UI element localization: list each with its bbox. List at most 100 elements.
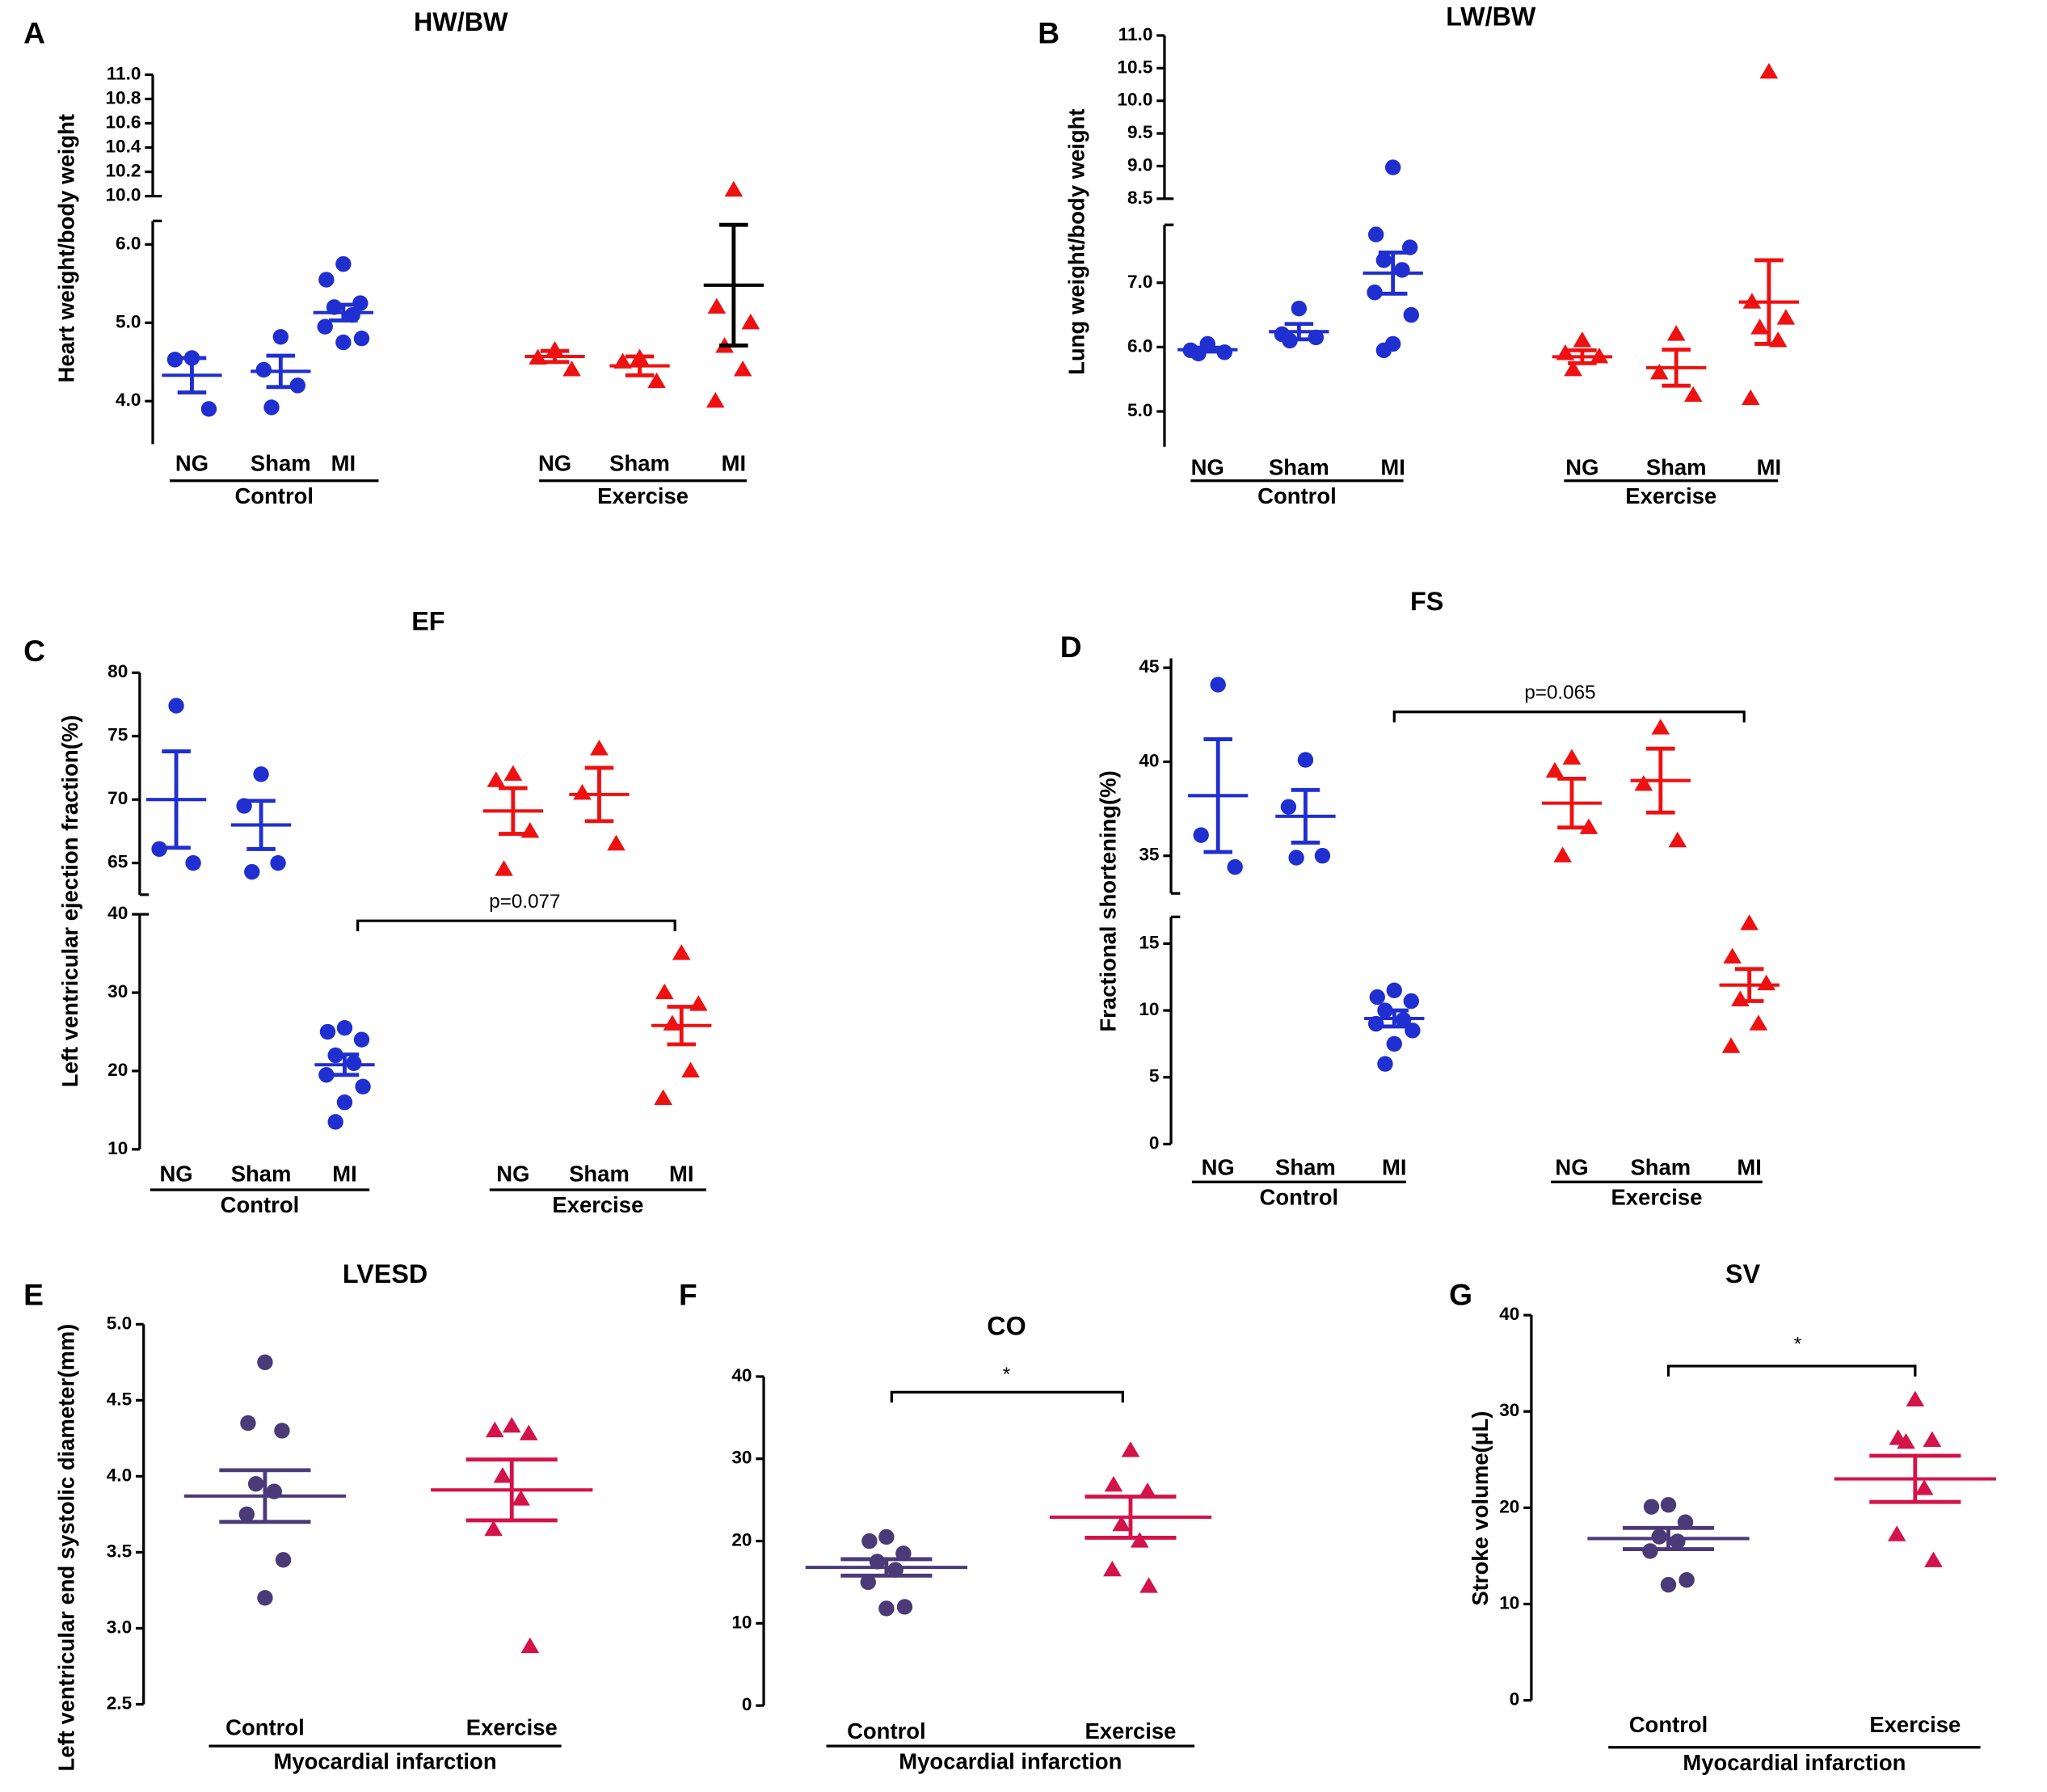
group-label: Sham [251,451,311,476]
data-point [647,372,666,389]
supergroup-label: Control [234,483,314,508]
data-point [1280,799,1297,815]
y-tick-label: 8.5 [1127,188,1152,208]
chart-title: FS [1410,587,1443,616]
error-bar [625,354,655,377]
data-point [275,1552,292,1568]
data-point [1367,226,1384,242]
chart-title: SV [1725,1259,1761,1288]
group-label: NG [175,451,208,476]
y-tick-label: 3.0 [107,1617,132,1637]
group-label: Sham [1269,455,1329,480]
data-point [1139,1577,1158,1593]
data-point [1104,1476,1123,1492]
annotation: * [1794,1334,1802,1356]
data-point [1375,342,1392,359]
data-point [663,1014,682,1031]
y-axis-label: Fractional shortening(%) [1095,770,1120,1031]
data-point [1573,331,1592,348]
group-label: Sham [569,1161,630,1186]
error-bar [219,1468,311,1524]
data-point [1649,363,1669,380]
data-point [327,1114,343,1130]
y-tick-label: 20 [107,1060,128,1080]
data-point [1403,306,1419,323]
y-tick-label: 70 [107,788,128,808]
error-bar [540,348,570,365]
data-point [1227,859,1243,875]
group-label: MI [1757,455,1782,480]
data-point [878,1600,895,1617]
data-point [519,1424,538,1440]
data-point [1683,386,1703,403]
error-bar [246,799,276,851]
data-point [336,1094,353,1111]
y-tick-label: 10.8 [105,87,141,108]
y-tick-label: 10.0 [105,185,141,205]
y-tick-label: 4.0 [116,390,141,410]
data-point [166,352,183,368]
supergroup-label: Myocardial infarction [1683,1750,1906,1775]
data-point [168,698,184,714]
data-point [1138,1482,1157,1499]
y-tick-label: 10 [1499,1592,1519,1613]
data-point [274,1423,290,1439]
y-axis-label: Lung weight/body weight [1064,108,1089,374]
data-point [1666,325,1686,341]
error-bar [1622,1525,1715,1551]
data-point [1914,1479,1934,1495]
panel-letter: E [23,1277,44,1311]
error-bar [1646,746,1675,815]
error-bar [1869,1453,1961,1504]
y-tick-label: 10.4 [105,137,141,157]
y-tick-label: 2.5 [107,1693,132,1713]
y-tick-label: 11.0 [107,63,141,83]
data-point [200,401,217,417]
error-bar [1085,1495,1177,1540]
data-point [896,1599,913,1615]
y-tick-label: 30 [731,1448,752,1468]
data-point [1545,761,1565,778]
panel-letter: F [679,1277,697,1311]
y-tick-label: 20 [1499,1496,1519,1516]
data-point [1651,719,1670,735]
y-tick-label: 0 [1510,1689,1520,1710]
data-point [860,1574,876,1591]
data-point [681,1061,700,1078]
data-point [520,1637,540,1654]
group-label: Sham [231,1161,292,1186]
supergroup-label: Control [1260,1185,1339,1210]
data-point [335,255,352,272]
group-label: NG [496,1161,529,1186]
group-label: Sham [1630,1154,1691,1179]
data-point [185,854,201,871]
data-point [1731,990,1750,1006]
annotation: p=0.077 [489,891,560,913]
data-point [1579,818,1598,834]
data-point [1553,846,1572,862]
annotation: p=0.065 [1524,682,1595,704]
group-label: NG [538,451,571,476]
data-point [1112,1515,1131,1532]
data-point [1291,300,1308,317]
data-point [573,784,592,800]
data-point [1906,1390,1925,1406]
y-tick-label: 40 [1499,1304,1519,1324]
data-point [244,863,260,880]
y-tick-label: 10 [107,1138,128,1158]
error-bar [840,1557,933,1578]
data-point [1564,360,1582,377]
group-label: MI [1380,455,1405,480]
group-label: NG [159,1161,192,1186]
error-bar [719,222,748,348]
y-tick-label: 4.0 [107,1465,132,1485]
data-point [240,1415,256,1431]
data-point [272,329,289,345]
data-point [607,834,625,851]
data-point [257,1590,273,1606]
y-tick-label: 9.0 [1127,154,1152,175]
data-point [1314,848,1331,864]
significance-bracket [356,919,676,932]
data-point [1924,1551,1943,1567]
y-tick-label: 10 [731,1612,752,1632]
